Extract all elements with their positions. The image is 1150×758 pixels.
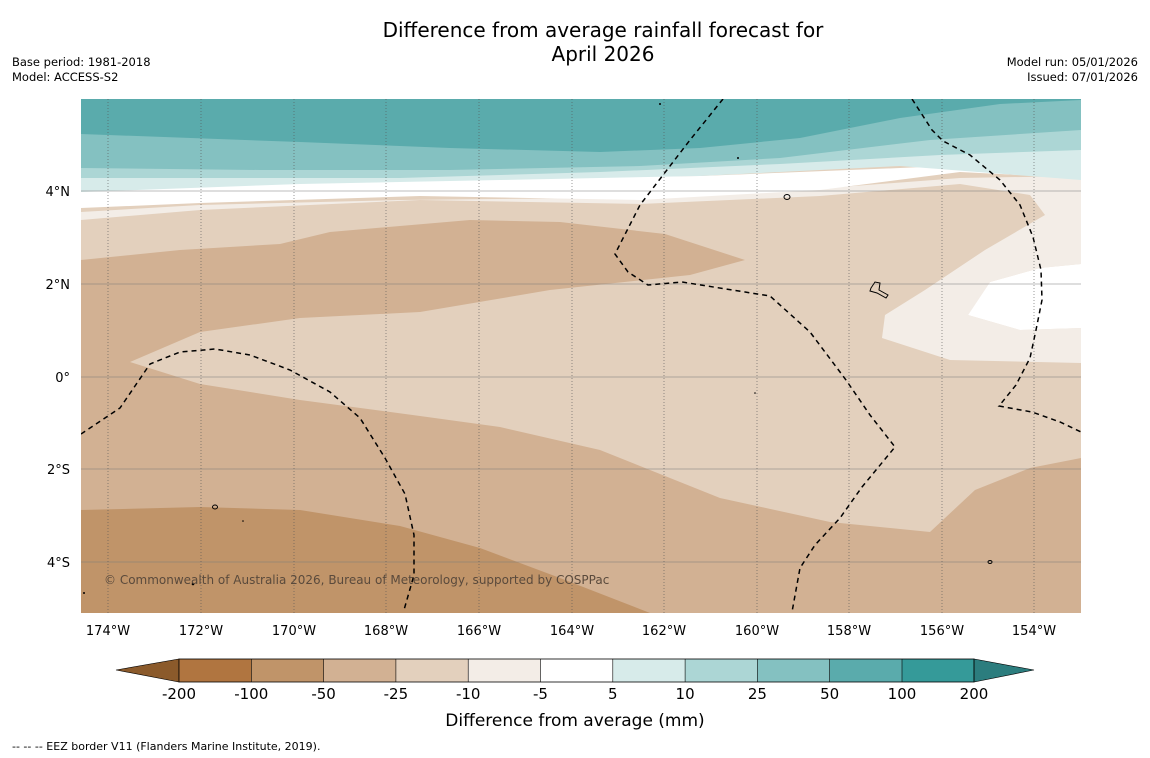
colorbar-segment [757,659,830,682]
colorbar-legend: -200 -100 -50 -25 -10 -5 5 10 25 50 100 … [115,658,1035,731]
colorbar-segment [251,659,324,682]
map-panel: © Commonwealth of Australia 2026, Bureau… [81,99,1081,613]
lon-label-168w: 168°W [364,624,408,639]
colorbar-segment [395,659,469,682]
colorbar-tick: -25 [384,685,409,703]
lon-label-164w: 164°W [550,624,594,639]
lon-label-172w: 172°W [179,624,223,639]
lon-label-158w: 158°W [827,624,871,639]
colorbar-segment [902,659,974,682]
colorbar-segment [540,659,613,682]
lon-label-162w: 162°W [642,624,686,639]
map-title: Difference from average rainfall forecas… [0,18,1150,66]
colorbar-tick: 5 [608,685,618,703]
colorbar-extend-low [115,658,180,683]
copyright-notice: © Commonwealth of Australia 2026, Bureau… [104,573,609,587]
colorbar-tick: 25 [748,685,767,703]
colorbar-label: Difference from average (mm) [445,711,704,731]
colorbar-segment [612,659,686,682]
title-line-2: April 2026 [551,42,655,66]
region-near-zero-north [81,160,1081,208]
model-name: Model: ACCESS-S2 [12,70,119,84]
lon-label-174w: 174°W [86,624,130,639]
lat-axis-labels: 4°N 2°N 0° 2°S 4°S [46,185,71,571]
colorbar-segment [323,659,396,682]
eez-borders [81,99,1081,613]
base-period: Base period: 1981-2018 [12,55,151,69]
meta-right: Model run: 05/01/2026 Issued: 07/01/2026 [1007,55,1138,85]
region-minus5-to-minus10 [81,176,1081,363]
colorbar-frame [178,658,975,683]
islands [212,194,993,564]
meta-left: Base period: 1981-2018 Model: ACCESS-S2 [12,55,151,85]
region-near-zero-east [968,264,1081,330]
lat-label-4n: 4°N [46,185,71,200]
colorbar-tick: -200 [162,685,196,703]
colorbar-tick: 50 [820,685,839,703]
lat-label-2s: 2°S [47,463,70,478]
lon-label-160w: 160°W [735,624,779,639]
lon-label-156w: 156°W [920,624,964,639]
colorbar-segment [468,659,541,682]
title-line-1: Difference from average rainfall forecas… [382,18,824,42]
colorbar-tick: -10 [456,685,481,703]
lat-label-4s: 4°S [47,556,70,571]
lon-label-154w: 154°W [1012,624,1056,639]
region-minus25-to-minus50 [81,220,1081,613]
colorbar-tick: -50 [311,685,336,703]
region-minus50-to-minus100 [81,507,650,613]
lon-axis-labels: 174°W 172°W 170°W 168°W 166°W 164°W 162°… [86,624,1056,639]
model-run: Model run: 05/01/2026 [1006,55,1138,69]
colorbar-extend-high [973,658,1035,683]
colorbar-tick: 100 [888,685,917,703]
colorbar-tick: 10 [676,685,695,703]
colorbar-tick: -100 [234,685,268,703]
lat-label-0: 0° [55,371,70,386]
island-dots [83,103,756,594]
lat-label-2n: 2°N [46,278,71,293]
lat-gridlines [81,190,1081,563]
colorbar-segment [179,659,252,682]
eez-footnote: -- -- -- EEZ border V11 (Flanders Marine… [12,740,321,753]
colorbar-tick-labels: -200 -100 -50 -25 -10 -5 5 10 25 50 100 … [162,685,988,703]
colorbar-tick: -5 [533,685,548,703]
region-50-to-100 [81,99,1081,152]
colorbar-tick: 200 [960,685,989,703]
colorbar-segment [685,659,758,682]
colorbar-dividers [251,659,903,682]
issued-date: Issued: 07/01/2026 [1027,70,1138,84]
colorbar-segment [829,659,902,682]
lon-label-170w: 170°W [272,624,316,639]
lon-label-166w: 166°W [457,624,501,639]
